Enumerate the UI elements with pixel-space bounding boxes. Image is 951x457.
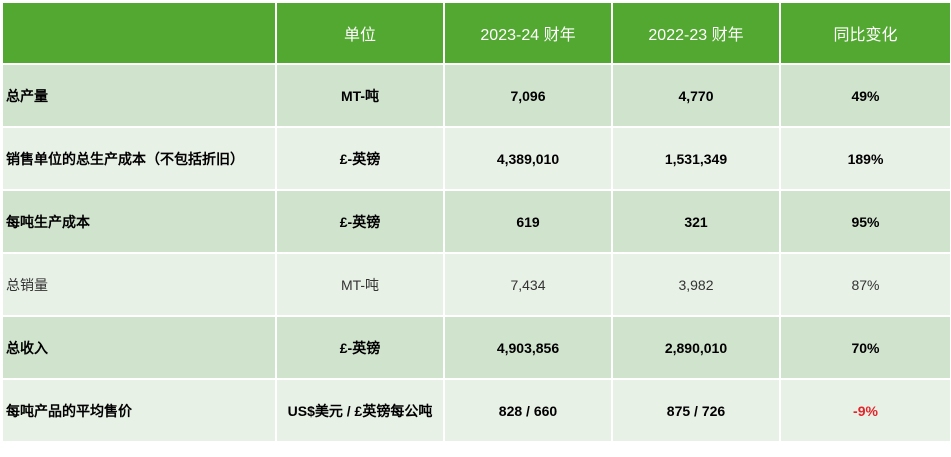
- row-label: 总销量: [1, 252, 277, 317]
- row-unit: £-英镑: [275, 189, 445, 254]
- row-unit: MT-吨: [275, 63, 445, 128]
- row-fy2024: 4,389,010: [443, 126, 613, 191]
- row-label: 总收入: [1, 315, 277, 380]
- row-fy2023: 1,531,349: [611, 126, 781, 191]
- row-unit: £-英镑: [275, 126, 445, 191]
- table-header: 单位 2023-24 财年 2022-23 财年 同比变化: [1, 1, 951, 65]
- header-yoy: 同比变化: [779, 1, 951, 65]
- row-yoy-negative: -9%: [779, 378, 951, 443]
- financial-summary-table: 单位 2023-24 财年 2022-23 财年 同比变化 总产量 MT-吨 7…: [1, 1, 951, 443]
- table-row-cost-per-ton: 每吨生产成本 £-英镑 619 321 95%: [1, 189, 951, 254]
- row-yoy: 95%: [779, 189, 951, 254]
- row-yoy: 87%: [779, 252, 951, 317]
- table-body: 总产量 MT-吨 7,096 4,770 49% 销售单位的总生产成本（不包括折…: [1, 63, 951, 443]
- row-label: 总产量: [1, 63, 277, 128]
- header-metric: [1, 1, 277, 65]
- row-fy2024: 7,096: [443, 63, 613, 128]
- table-row-total-sales: 总销量 MT-吨 7,434 3,982 87%: [1, 252, 951, 317]
- table-row-avg-price: 每吨产品的平均售价 US$美元 / £英镑每公吨 828 / 660 875 /…: [1, 378, 951, 443]
- row-fy2024: 7,434: [443, 252, 613, 317]
- row-label: 每吨产品的平均售价: [1, 378, 277, 443]
- row-fy2023: 4,770: [611, 63, 781, 128]
- table-row-total-cost: 销售单位的总生产成本（不包括折旧） £-英镑 4,389,010 1,531,3…: [1, 126, 951, 191]
- row-fy2023: 875 / 726: [611, 378, 781, 443]
- table-row-total-revenue: 总收入 £-英镑 4,903,856 2,890,010 70%: [1, 315, 951, 380]
- header-row: 单位 2023-24 财年 2022-23 财年 同比变化: [1, 1, 951, 65]
- row-fy2023: 3,982: [611, 252, 781, 317]
- header-unit: 单位: [275, 1, 445, 65]
- header-fy2023: 2022-23 财年: [611, 1, 781, 65]
- row-unit: MT-吨: [275, 252, 445, 317]
- header-fy2024: 2023-24 财年: [443, 1, 613, 65]
- row-fy2024: 828 / 660: [443, 378, 613, 443]
- row-fy2023: 321: [611, 189, 781, 254]
- row-label: 每吨生产成本: [1, 189, 277, 254]
- row-label: 销售单位的总生产成本（不包括折旧）: [1, 126, 277, 191]
- row-unit: £-英镑: [275, 315, 445, 380]
- row-yoy: 189%: [779, 126, 951, 191]
- row-fy2024: 4,903,856: [443, 315, 613, 380]
- row-fy2023: 2,890,010: [611, 315, 781, 380]
- row-fy2024: 619: [443, 189, 613, 254]
- row-yoy: 70%: [779, 315, 951, 380]
- table-row-total-production: 总产量 MT-吨 7,096 4,770 49%: [1, 63, 951, 128]
- row-yoy: 49%: [779, 63, 951, 128]
- row-unit: US$美元 / £英镑每公吨: [275, 378, 445, 443]
